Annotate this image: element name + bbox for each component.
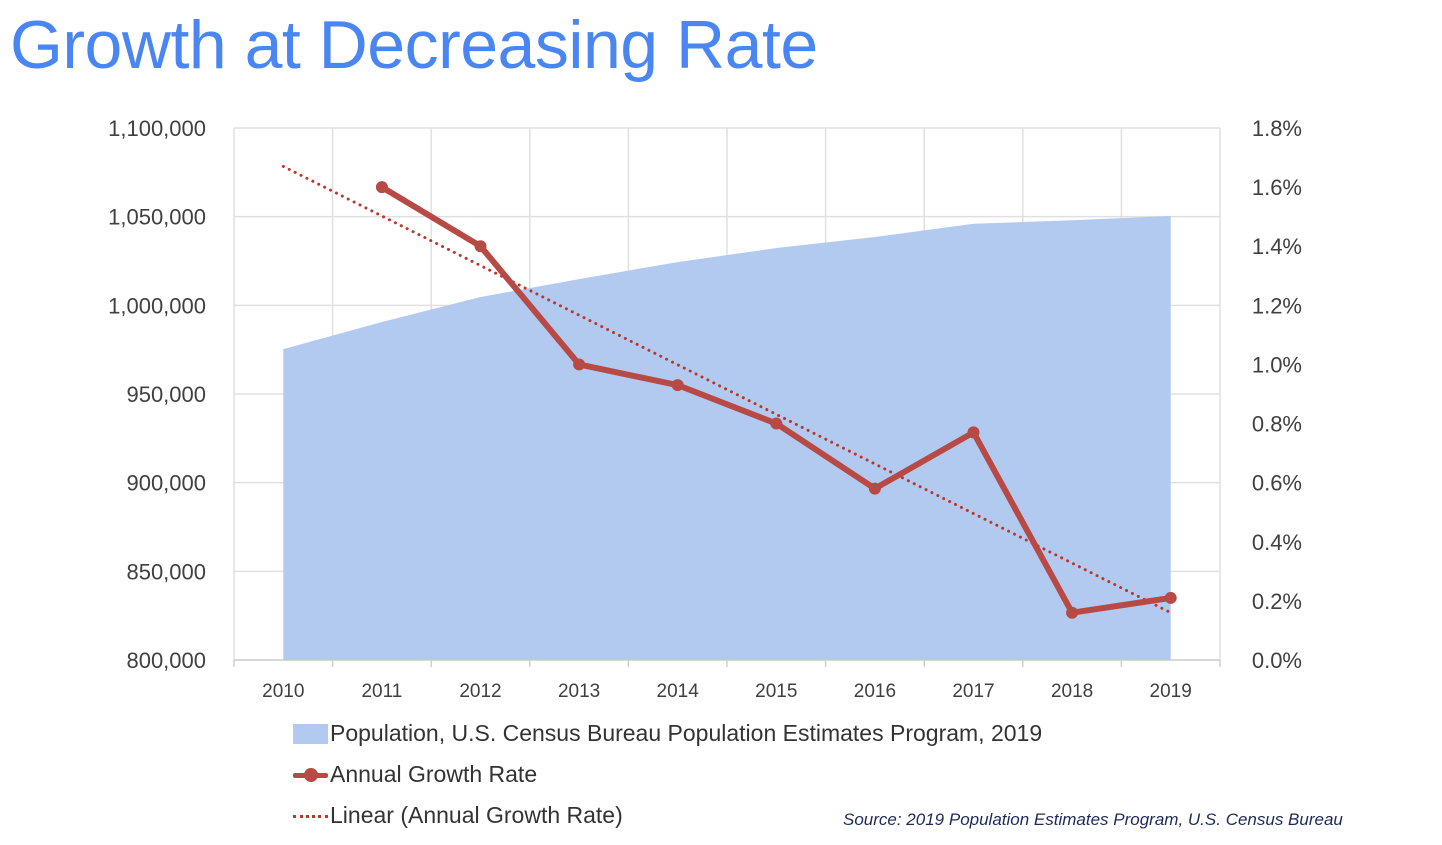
- y-tick-label: 950,000: [126, 382, 206, 407]
- y-tick-label: 850,000: [126, 559, 206, 584]
- x-tick-label: 2018: [1051, 681, 1093, 702]
- population-area: [283, 215, 1171, 660]
- x-tick-label: 2016: [854, 681, 896, 702]
- x-tick-label: 2012: [459, 681, 501, 702]
- y2-tick-label: 1.2%: [1252, 293, 1302, 318]
- y-tick-label: 1,100,000: [108, 116, 206, 141]
- growth-rate-point: [770, 417, 783, 430]
- growth-rate-series: [375, 181, 1177, 619]
- trendline: [281, 164, 1173, 615]
- y2-tick-label: 1.8%: [1252, 116, 1302, 141]
- growth-rate-point: [1164, 591, 1177, 604]
- growth-rate-point: [573, 358, 586, 371]
- y2-tick-label: 1.4%: [1252, 234, 1302, 259]
- growth-rate-point: [375, 181, 388, 194]
- x-tick-label: 2010: [262, 681, 304, 702]
- y2-tick-label: 0.6%: [1252, 471, 1302, 496]
- y2-tick-label: 1.6%: [1252, 175, 1302, 200]
- x-tick-label: 2017: [952, 681, 994, 702]
- y2-tick-label: 0.0%: [1252, 648, 1302, 673]
- legend-label: Linear (Annual Growth Rate): [330, 802, 623, 828]
- right-y-axis: 0.0% 0.2% 0.4% 0.6% 0.8% 1.0% 1.2% 1.4% 1.6% 1.8%: [1252, 116, 1302, 673]
- growth-rate-point: [868, 482, 881, 495]
- y2-tick-label: 1.0%: [1252, 352, 1302, 377]
- y-tick-label: 1,050,000: [108, 205, 206, 230]
- x-tick-label: 2015: [755, 681, 797, 702]
- legend-item-growth-rate: Annual Growth Rate: [293, 754, 1042, 795]
- population-area-series: [283, 215, 1171, 660]
- left-y-axis: 800,000 850,000 900,000 950,000 1,000,000 1,0…: [108, 116, 206, 673]
- legend-item-trendline: Linear (Annual Growth Rate): [293, 795, 1042, 836]
- legend-dotted-line-icon: [293, 806, 328, 826]
- x-axis: 2010 2011 2012 2013 2014 2015 2016 2017 2018 2019: [262, 681, 1192, 702]
- legend-line-marker-icon: [293, 765, 328, 785]
- legend-label: Population, U.S. Census Bureau Populatio…: [330, 720, 1043, 746]
- legend: Population, U.S. Census Bureau Populatio…: [293, 713, 1042, 836]
- y2-tick-label: 0.8%: [1252, 412, 1302, 437]
- growth-rate-point: [967, 426, 980, 439]
- y2-tick-label: 0.2%: [1252, 589, 1302, 614]
- trendline-series: [281, 164, 1173, 615]
- x-tick-label: 2013: [558, 681, 600, 702]
- growth-rate-point: [474, 240, 487, 253]
- y-tick-label: 1,000,000: [108, 293, 206, 318]
- growth-rate-point: [671, 379, 684, 392]
- source-note: Source: 2019 Population Estimates Progra…: [843, 810, 1343, 829]
- legend-item-population: Population, U.S. Census Bureau Populatio…: [293, 713, 1042, 754]
- x-tick-label: 2011: [361, 681, 402, 702]
- legend-area-swatch-icon: [293, 723, 328, 744]
- y-tick-label: 800,000: [126, 648, 206, 673]
- y2-tick-label: 0.4%: [1252, 530, 1302, 555]
- legend-label: Annual Growth Rate: [330, 761, 538, 787]
- x-tick-label: 2019: [1150, 681, 1192, 702]
- x-tick-label: 2014: [657, 681, 700, 702]
- y-tick-label: 900,000: [126, 471, 206, 496]
- page-title: Growth at Decreasing Rate: [10, 7, 818, 83]
- growth-rate-point: [1066, 606, 1079, 619]
